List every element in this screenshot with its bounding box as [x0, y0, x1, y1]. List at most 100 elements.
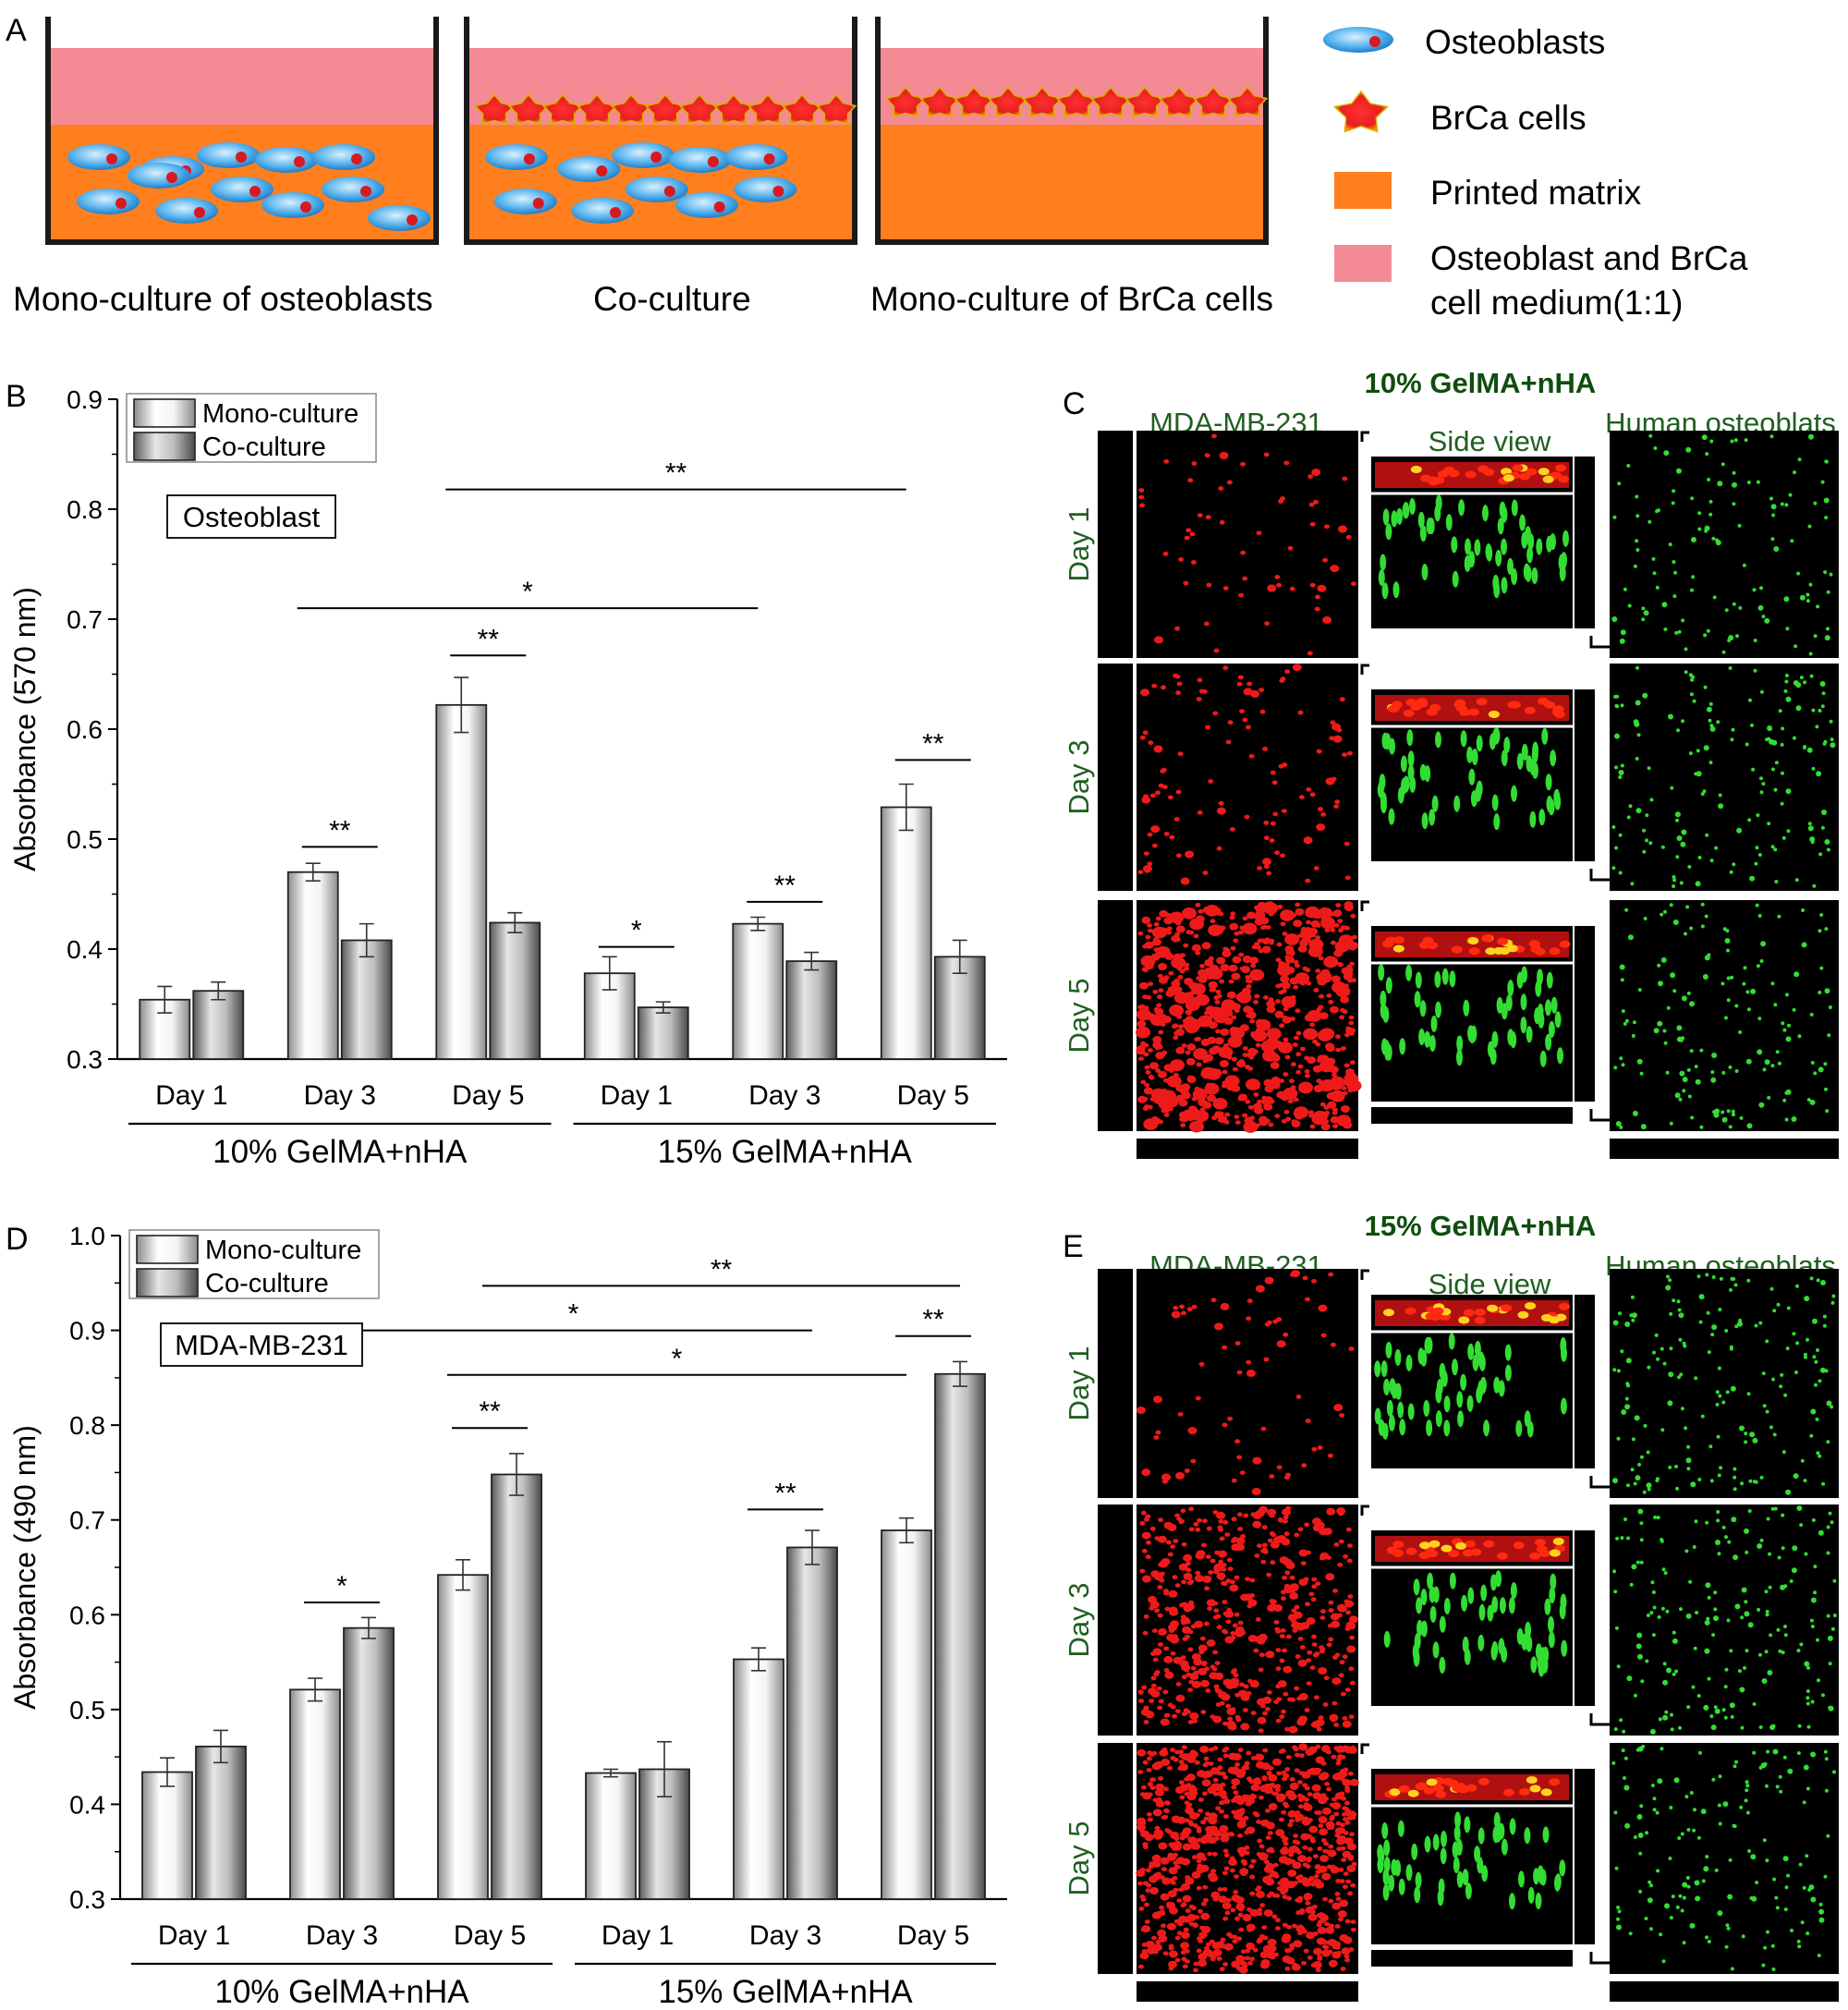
red-cell-dot	[1331, 1072, 1338, 1078]
red-cell-dot	[1282, 1508, 1291, 1517]
panel-d-letter: D	[6, 1222, 29, 1257]
red-cell-dot	[1289, 1943, 1295, 1948]
green-cell-dot	[1672, 989, 1677, 993]
red-cell-dot	[1335, 1896, 1342, 1902]
green-cell-dot	[1806, 747, 1813, 753]
legend-label: BrCa cells	[1430, 99, 1587, 137]
green-cell-dot	[1623, 1785, 1630, 1791]
green-cell-dot	[1826, 627, 1830, 631]
side-view-green-dot	[1491, 1596, 1499, 1614]
red-cell-dot	[1157, 1535, 1167, 1543]
red-cell-dot	[1236, 1370, 1243, 1375]
side-view-green-dot	[1453, 795, 1461, 812]
red-cell-dot	[1210, 919, 1216, 924]
red-cell-dot	[1161, 685, 1166, 690]
green-cell-dot	[1681, 1036, 1685, 1041]
green-cell-dot	[1619, 1718, 1623, 1723]
red-cell-dot	[1145, 1070, 1151, 1075]
red-cell-dot	[1161, 1923, 1166, 1929]
green-cell-dot	[1819, 913, 1824, 917]
red-cell-dot	[1342, 1850, 1352, 1858]
green-cell-dot	[1672, 594, 1677, 599]
red-cell-dot	[1267, 1831, 1273, 1835]
green-cell-dot	[1726, 1618, 1731, 1623]
red-cell-dot	[1143, 1614, 1149, 1619]
red-cell-dot	[1196, 697, 1202, 701]
green-cell-dot	[1759, 790, 1764, 795]
red-cell-dot	[1170, 1880, 1176, 1885]
red-cell-dot	[1307, 651, 1313, 656]
green-cell-dot	[1759, 689, 1764, 694]
red-cell-dot	[1312, 1878, 1322, 1886]
green-cell-dot	[1770, 845, 1775, 849]
scale-bar-vertical	[1098, 431, 1133, 658]
osteoblast-cell	[493, 189, 557, 214]
green-cell-dot	[1822, 1314, 1827, 1319]
red-cell-dot	[1185, 1561, 1191, 1566]
green-cell-dot	[1758, 1765, 1763, 1770]
green-cell-dot	[1823, 1874, 1828, 1879]
red-cell-dot	[1153, 1435, 1160, 1440]
green-cell-dot	[1774, 761, 1779, 765]
side-view-hot-dot	[1416, 1782, 1428, 1790]
red-cell-dot	[1270, 1599, 1277, 1604]
red-cell-dot	[1343, 1817, 1349, 1821]
green-cell-dot	[1828, 1511, 1832, 1516]
red-cell-dot	[1320, 1609, 1326, 1614]
red-cell-dot	[1282, 1576, 1288, 1580]
green-cell-dot	[1826, 1833, 1830, 1838]
green-cell-dot	[1710, 1077, 1717, 1083]
red-cell-dot	[1177, 1412, 1184, 1417]
green-cell-dot	[1768, 726, 1772, 731]
red-cell-dot	[1255, 1636, 1265, 1644]
green-cell-dot	[1630, 1468, 1635, 1472]
red-cell-dot	[1259, 1023, 1266, 1029]
green-cell-dot	[1613, 694, 1618, 699]
green-cell-dot	[1707, 478, 1711, 481]
red-cell-dot	[1297, 944, 1307, 953]
red-cell-dot	[1216, 1572, 1226, 1580]
red-cell-dot	[1313, 1695, 1319, 1700]
side-view-green-dot	[1539, 1050, 1547, 1067]
red-cell-dot	[1347, 1856, 1354, 1861]
green-cell-dot	[1614, 765, 1618, 770]
green-cell-dot	[1690, 677, 1695, 682]
side-view-green-dot	[1380, 1360, 1388, 1378]
side-view-green-dot	[1535, 1893, 1542, 1909]
red-cell-dot	[1185, 930, 1192, 935]
green-cell-dot	[1641, 1745, 1646, 1748]
green-cell-dot	[1753, 668, 1757, 673]
green-cell-dot	[1751, 767, 1756, 772]
red-cell-dot	[1284, 1967, 1291, 1971]
side-view-green-dot	[1456, 1391, 1464, 1408]
red-cell-dot	[1181, 1579, 1187, 1585]
side-view-green-dot	[1382, 1883, 1390, 1901]
green-cell-dot	[1705, 452, 1709, 457]
red-cell-dot	[1173, 1539, 1179, 1543]
green-cell-dot	[1770, 537, 1775, 542]
green-cell-dot	[1813, 634, 1818, 639]
red-cell-dot	[1332, 1589, 1338, 1593]
green-cell-dot	[1697, 527, 1702, 531]
red-cell-dot	[1243, 1763, 1249, 1769]
green-cell-dot	[1674, 630, 1679, 635]
red-cell-dot	[1221, 1083, 1227, 1089]
green-cell-dot	[1769, 1425, 1773, 1430]
green-cell-dot	[1694, 772, 1698, 776]
x-tick-label: Day 3	[304, 1080, 376, 1111]
red-cell-dot	[1243, 1513, 1249, 1518]
red-cell-dot	[1213, 995, 1220, 1001]
red-cell-dot	[1137, 870, 1144, 875]
green-cell-dot	[1730, 1714, 1734, 1719]
y-axis-label: Absorbance (490 nm)	[8, 1425, 42, 1710]
red-cell-dot	[1214, 1672, 1224, 1680]
red-cell-dot	[1324, 1921, 1330, 1927]
side-view-green-dot	[1495, 549, 1502, 566]
green-cell-dot	[1766, 1517, 1770, 1521]
green-cell-dot	[1817, 1678, 1820, 1683]
red-cell-dot	[1228, 1858, 1237, 1867]
red-cell-dot	[1159, 1905, 1165, 1910]
red-cell-dot	[1283, 1585, 1290, 1590]
row-label: Day 1	[1063, 1346, 1095, 1421]
green-cell-dot	[1765, 737, 1769, 742]
